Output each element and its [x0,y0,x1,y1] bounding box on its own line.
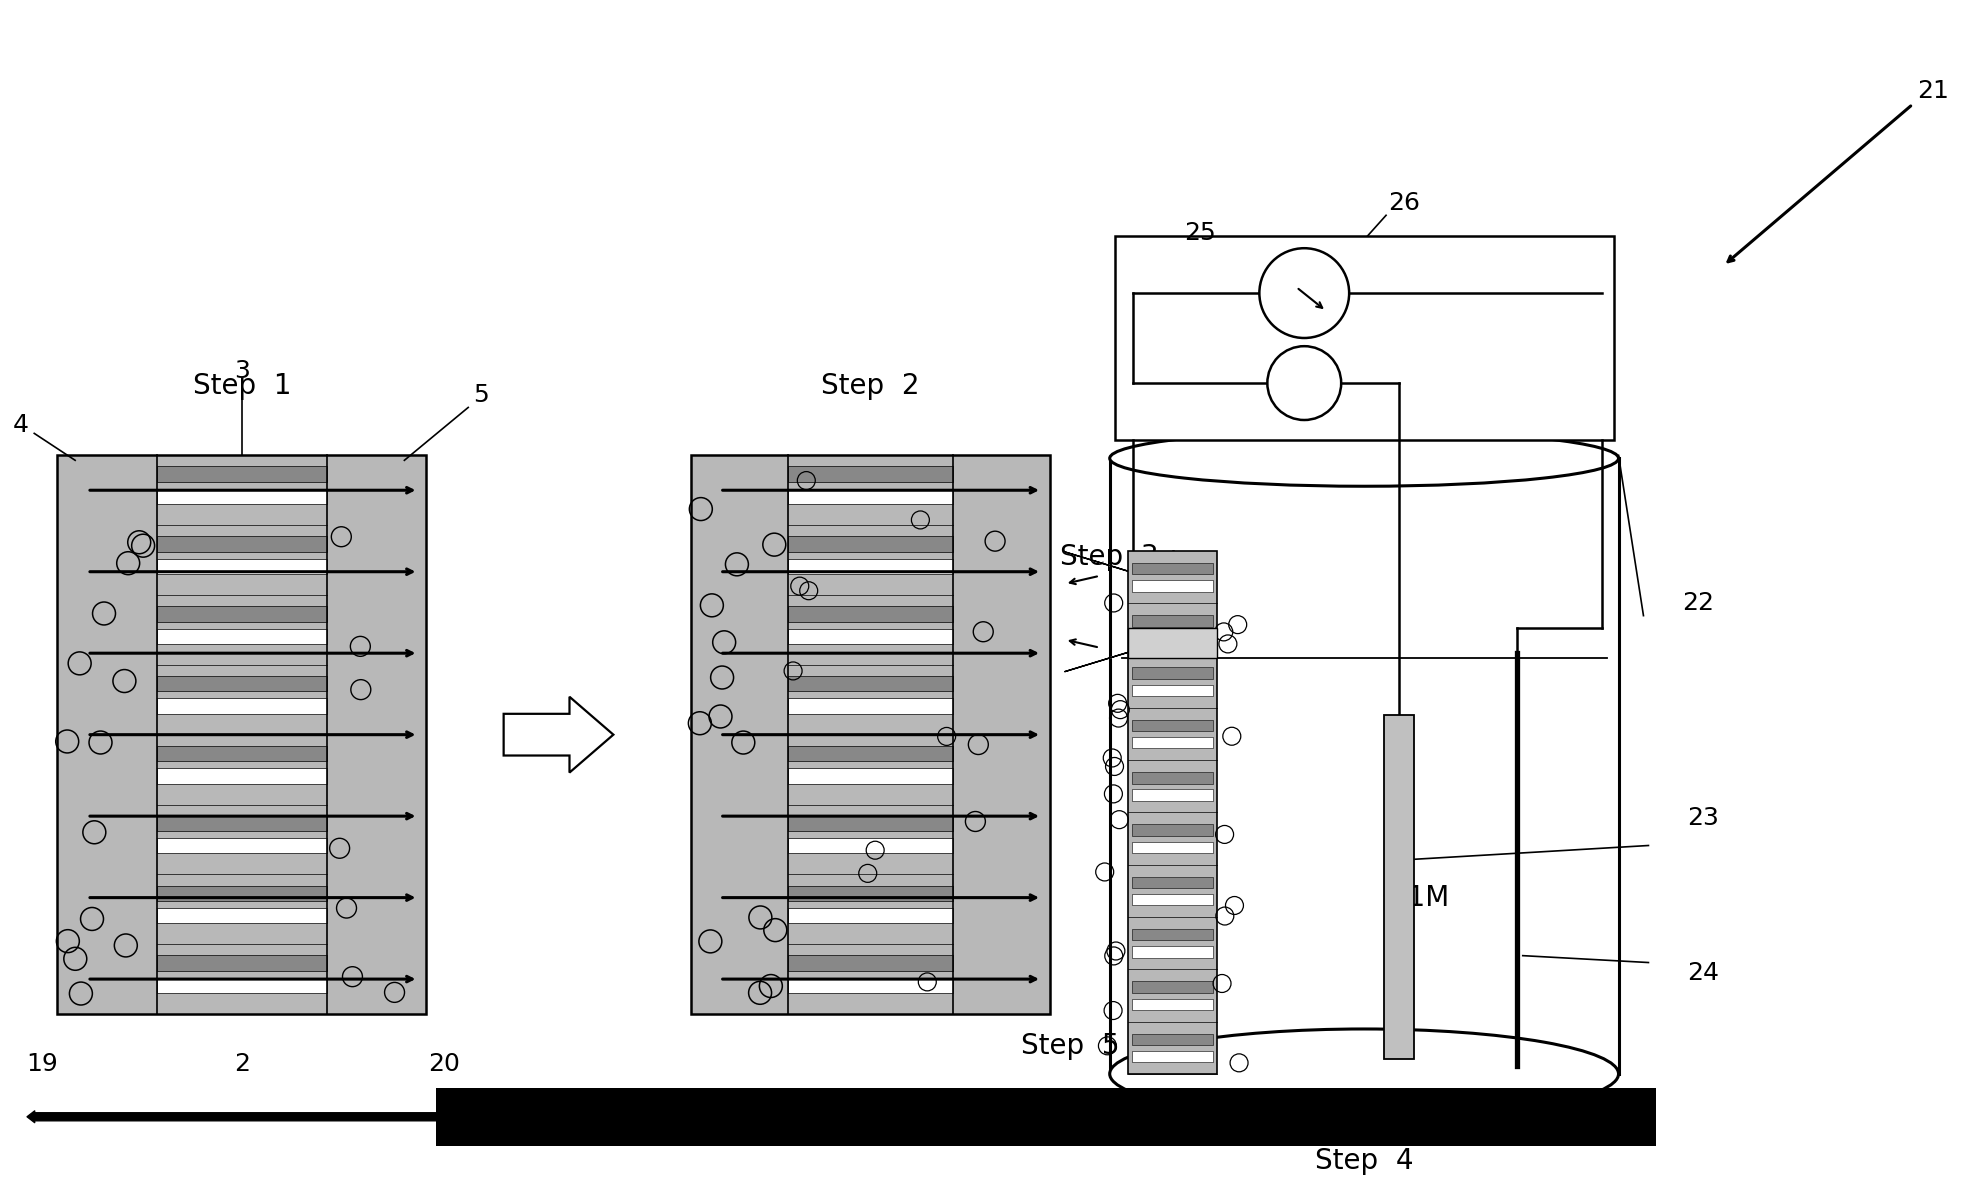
Text: 22: 22 [1681,590,1713,615]
Bar [1131,825,1214,835]
Circle shape [1259,248,1348,338]
Bar [156,908,327,923]
Bar [1127,551,1218,1074]
Bar [156,838,327,853]
Bar [156,745,327,761]
Polygon shape [1065,640,1168,672]
Bar [788,745,952,761]
Bar [1131,771,1214,783]
Text: 4: 4 [12,414,28,437]
Text: 25: 25 [1182,222,1216,245]
Text: Step  5: Step 5 [1020,1032,1119,1059]
Text: Step  1: Step 1 [192,372,291,401]
Bar [788,768,952,783]
Bar [156,537,327,552]
Bar [1131,615,1214,627]
Bar [788,955,952,971]
Text: 19: 19 [26,1052,57,1076]
Bar [156,885,327,901]
Bar [1131,929,1214,941]
Text: 20: 20 [428,1052,459,1076]
Bar [788,815,952,831]
Bar [156,489,327,504]
Text: V: V [1291,280,1305,299]
Bar [788,978,952,993]
Bar [788,467,952,482]
Bar [788,489,952,504]
Bar [156,607,327,621]
Bar [156,768,327,783]
Bar [1115,236,1614,441]
Bar [1131,633,1214,643]
Bar [1131,667,1214,679]
Bar [788,537,952,552]
Bar [1131,981,1214,993]
Bar [788,628,952,643]
Bar [156,815,327,831]
Bar [1131,1051,1214,1063]
Ellipse shape [1109,430,1618,486]
Bar [1131,877,1214,888]
Text: Step  3: Step 3 [1059,543,1158,571]
Bar [788,908,952,923]
Bar [1131,841,1214,853]
Bar [1131,999,1214,1010]
Bar [1600,1088,1655,1146]
Bar [156,955,327,971]
Bar [1127,628,1218,658]
Bar [156,698,327,713]
Text: 24: 24 [1687,961,1719,985]
Bar [788,885,952,901]
Bar [788,558,952,574]
Bar [788,838,952,853]
Bar [788,675,952,691]
Polygon shape [503,697,614,773]
Bar [1131,737,1214,749]
Circle shape [1267,346,1340,419]
Text: 26: 26 [1388,191,1420,216]
Bar [1131,685,1214,696]
Bar [1131,1033,1214,1045]
Bar [1131,789,1214,801]
Bar [1131,579,1214,591]
Text: I: I [1301,373,1307,392]
Bar [1131,893,1214,905]
Text: 2: 2 [234,1052,249,1076]
Ellipse shape [1109,1029,1618,1119]
Bar [156,467,327,482]
Bar [156,675,327,691]
Bar [788,698,952,713]
Bar [788,607,952,621]
Bar [1131,946,1214,957]
Text: 5: 5 [473,384,489,408]
Bar [1384,715,1414,1059]
Text: 21: 21 [1917,79,1948,103]
Text: 0.1M: 0.1M [1380,884,1449,912]
Text: Step  2: Step 2 [820,372,919,401]
Bar [691,455,1049,1014]
Polygon shape [1065,552,1168,584]
Text: 3: 3 [234,359,249,383]
Bar [156,978,327,993]
Bar [57,455,426,1014]
Bar [436,1088,1655,1146]
Text: 23: 23 [1687,806,1719,830]
Text: Step  4: Step 4 [1315,1147,1412,1174]
Bar [156,558,327,574]
Bar [156,628,327,643]
Bar [1131,563,1214,575]
Bar [1131,719,1214,731]
